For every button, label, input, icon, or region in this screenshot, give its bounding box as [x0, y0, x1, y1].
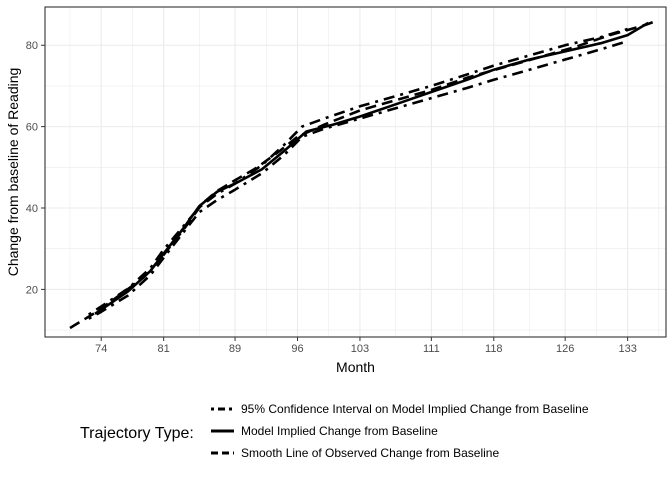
x-tick-label: 118 — [485, 343, 503, 355]
y-tick-label: 20 — [26, 284, 38, 296]
legend-title: Trajectory Type: — [80, 425, 194, 442]
series-line-dashed-3 — [69, 20, 655, 330]
x-tick-label: 74 — [95, 343, 107, 355]
x-tick-label: 96 — [291, 343, 303, 355]
legend-item-label: Model Implied Change from Baseline — [241, 424, 438, 438]
legend-item-label: Smooth Line of Observed Change from Base… — [241, 446, 499, 460]
plot-panel — [45, 7, 666, 337]
major-gridlines — [45, 7, 666, 337]
x-tick-label: 81 — [158, 343, 170, 355]
y-tick-label: 40 — [26, 203, 38, 215]
x-tick-label: 103 — [351, 343, 369, 355]
x-axis-label: Month — [336, 359, 375, 375]
x-tick-label: 133 — [618, 343, 636, 355]
series-layer — [69, 20, 655, 330]
x-tick-label: 89 — [229, 343, 241, 355]
legend-item-label: 95% Confidence Interval on Model Implied… — [241, 402, 589, 416]
y-axis-label: Change from baseline of Reading — [5, 68, 21, 277]
series-line-dotdash-1 — [88, 39, 628, 320]
x-tick-label: 111 — [423, 343, 440, 355]
plot-border — [44, 6, 667, 338]
y-tick-label: 80 — [26, 40, 38, 52]
y-axis: 20 40 60 80 — [26, 40, 45, 296]
series-line-dotdash-0 — [87, 27, 628, 316]
legend: Trajectory Type: 95% Confidence Interval… — [80, 402, 589, 460]
x-axis: 74 81 89 96 103 111 118 126 133 — [95, 337, 637, 355]
minor-gridlines — [45, 7, 666, 337]
y-tick-label: 60 — [26, 122, 38, 134]
legend-items: 95% Confidence Interval on Model Implied… — [211, 402, 589, 460]
x-tick-label: 126 — [556, 343, 574, 355]
